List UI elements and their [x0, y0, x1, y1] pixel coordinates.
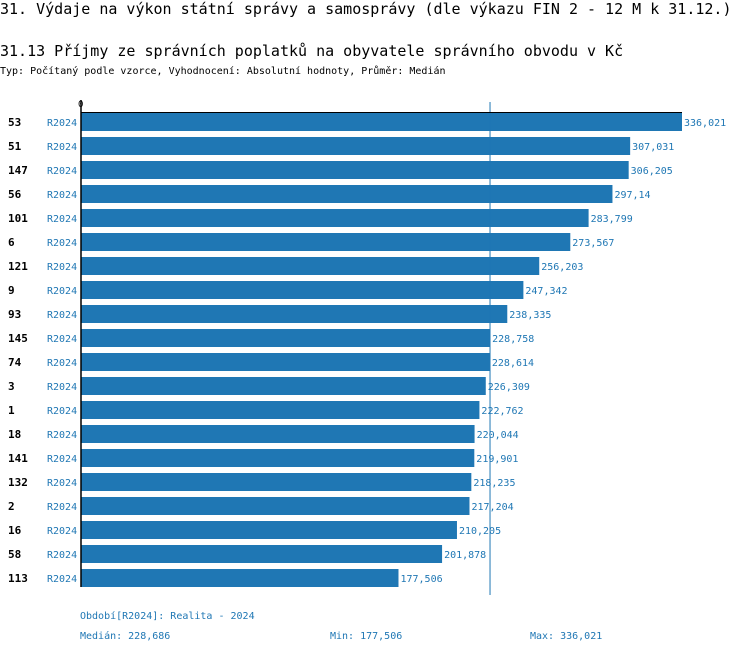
row-id: 121 — [8, 260, 28, 273]
row-id: 58 — [8, 548, 21, 561]
x-tick-label: 0 — [78, 100, 83, 110]
row-id: 51 — [8, 140, 22, 153]
footer-period: Období[R2024]: Realita - 2024 — [80, 611, 255, 622]
row-id: 113 — [8, 572, 28, 585]
row-period: R2024 — [47, 310, 77, 321]
bar — [81, 353, 490, 371]
row-period: R2024 — [47, 286, 77, 297]
value-label: 256,203 — [541, 262, 583, 273]
footer-min: Min: 177,506 — [330, 631, 403, 642]
value-label: 228,758 — [492, 334, 534, 345]
row-id: 74 — [8, 356, 22, 369]
bar — [81, 545, 443, 563]
bar — [81, 329, 491, 347]
row-period: R2024 — [47, 430, 77, 441]
value-label: 210,205 — [459, 526, 501, 537]
bar — [81, 305, 508, 323]
row-period: R2024 — [47, 238, 77, 249]
row-id: 3 — [8, 380, 15, 393]
value-label: 336,021 — [684, 118, 726, 129]
row-id: 6 — [8, 236, 15, 249]
bar — [81, 113, 682, 131]
row-period: R2024 — [47, 334, 77, 345]
row-id: 101 — [8, 212, 28, 225]
row-period: R2024 — [47, 526, 77, 537]
bar — [81, 449, 475, 467]
bar — [81, 401, 480, 419]
row-period: R2024 — [47, 262, 77, 273]
row-period: R2024 — [47, 382, 77, 393]
row-id: 16 — [8, 524, 22, 537]
value-label: 297,14 — [614, 190, 650, 201]
row-id: 2 — [8, 500, 15, 513]
value-label: 307,031 — [632, 142, 674, 153]
value-label: 177,506 — [400, 574, 442, 585]
row-id: 53 — [8, 116, 21, 129]
row-id: 132 — [8, 476, 28, 489]
row-period: R2024 — [47, 214, 77, 225]
value-label: 273,567 — [572, 238, 614, 249]
value-label: 217,204 — [471, 502, 513, 513]
row-period: R2024 — [47, 358, 77, 369]
chart-title: 31.13 Příjmy ze správních poplatků na ob… — [0, 42, 624, 60]
bar — [81, 185, 613, 203]
bar — [81, 473, 472, 491]
bar — [81, 497, 470, 515]
row-id: 145 — [8, 332, 28, 345]
row-period: R2024 — [47, 550, 77, 561]
value-label: 228,614 — [492, 358, 534, 369]
value-label: 306,205 — [631, 166, 673, 177]
bar — [81, 257, 540, 275]
row-id: 56 — [8, 188, 22, 201]
value-label: 219,901 — [476, 454, 518, 465]
bar — [81, 569, 399, 587]
chart-info: Typ: Počítaný podle vzorce, Vyhodnocení:… — [0, 66, 446, 77]
value-label: 201,878 — [444, 550, 486, 561]
row-id: 18 — [8, 428, 21, 441]
footer-max: Max: 336,021 — [530, 631, 603, 642]
bar — [81, 209, 589, 227]
value-label: 222,762 — [481, 406, 523, 417]
value-label: 283,799 — [591, 214, 633, 225]
row-period: R2024 — [47, 478, 77, 489]
bar — [81, 281, 524, 299]
row-period: R2024 — [47, 406, 77, 417]
value-label: 218,235 — [473, 478, 515, 489]
bar — [81, 377, 486, 395]
bar — [81, 137, 631, 155]
value-label: 226,309 — [488, 382, 530, 393]
footer-median: Medián: 228,686 — [80, 631, 171, 642]
row-period: R2024 — [47, 118, 77, 129]
row-id: 147 — [8, 164, 28, 177]
row-period: R2024 — [47, 454, 77, 465]
page-title: 31. Výdaje na výkon státní správy a samo… — [0, 0, 732, 18]
value-label: 220,044 — [477, 430, 519, 441]
bar — [81, 233, 571, 251]
bar — [81, 521, 457, 539]
row-period: R2024 — [47, 574, 77, 585]
row-id: 141 — [8, 452, 28, 465]
value-label: 238,335 — [509, 310, 551, 321]
row-id: 9 — [8, 284, 15, 297]
row-period: R2024 — [47, 142, 77, 153]
value-label: 247,342 — [525, 286, 567, 297]
row-id: 93 — [8, 308, 21, 321]
row-period: R2024 — [47, 166, 77, 177]
row-id: 1 — [8, 404, 15, 417]
row-period: R2024 — [47, 502, 77, 513]
bar — [81, 425, 475, 443]
row-period: R2024 — [47, 190, 77, 201]
bar — [81, 161, 629, 179]
